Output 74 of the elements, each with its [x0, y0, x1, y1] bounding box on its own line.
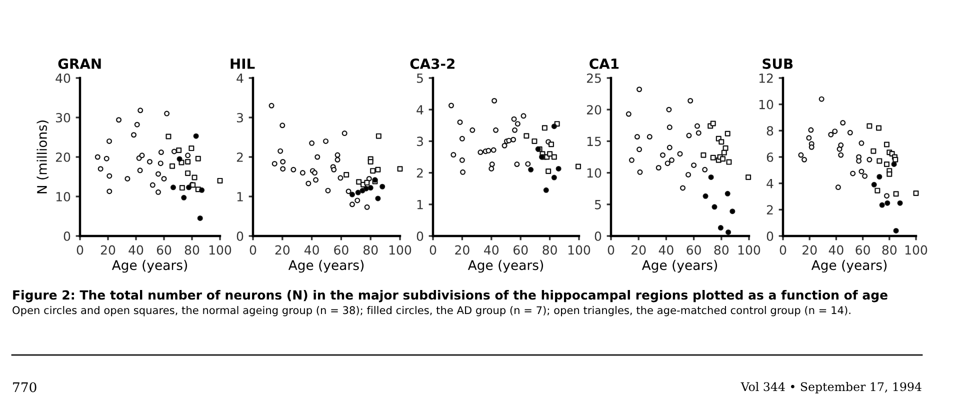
y-tick-label: 4: [416, 105, 424, 114]
text: Open circles and open squares, the normal ageing group (n = 38); filled circles, the AD group (n = 7); open triangles, the age-matched control group (n = 14).: [12, 306, 850, 316]
x-tick-label: 60: [686, 245, 701, 255]
y-tick-label: 10: [56, 192, 70, 202]
y-tick-label: 3: [416, 136, 423, 146]
x-tick-label: 80: [882, 245, 897, 255]
y-tick-label: 12: [759, 73, 773, 83]
x-axis-title: Age (years): [288, 260, 364, 273]
y-axis-title: N (millions): [36, 120, 49, 194]
x-tick-label: 20: [275, 245, 290, 255]
x-tick-label: 0: [608, 245, 614, 255]
chart-title: HIL: [230, 58, 255, 69]
x-tick-label: 100: [389, 245, 412, 255]
x-tick-label: 0: [780, 245, 786, 255]
x-tick-label: 20: [100, 245, 116, 255]
y-tick-label: 5: [594, 200, 601, 210]
x-tick-label: 60: [856, 245, 870, 255]
x-tick-label: 0: [76, 245, 84, 255]
y-tick-label: 0: [766, 231, 774, 241]
y-tick-label: 0: [416, 231, 424, 241]
y-tick-label: 2: [416, 168, 423, 178]
x-tick-label: 40: [484, 245, 499, 255]
x-tick-label: 40: [658, 245, 674, 255]
y-tick-label: 10: [587, 168, 602, 178]
y-tick-label: 6: [766, 152, 774, 162]
y-tick-label: 0: [236, 231, 244, 241]
y-tick-label: 40: [56, 73, 70, 83]
y-tick-label: 2: [766, 205, 773, 214]
x-tick-label: 60: [514, 245, 528, 255]
y-tick-label: 0: [594, 231, 602, 241]
text: Vol 344 • September 17, 1994: [740, 382, 922, 394]
y-tick-label: 15: [587, 136, 601, 146]
y-tick-label: 10: [759, 100, 774, 110]
x-tick-label: 40: [304, 245, 319, 255]
x-axis-title: Age (years): [112, 260, 188, 273]
caption: Figure 2: The total number of neurons (N) in the major subdivisions of the hippocampal regions plotted as a function of age: [13, 290, 888, 302]
x-tick-label: 80: [184, 245, 200, 255]
y-tick-label: 2: [236, 152, 243, 162]
y-tick-label: 20: [586, 105, 602, 115]
y-tick-label: 1: [417, 200, 423, 210]
x-tick-label: 40: [128, 245, 144, 255]
x-tick-label: 0: [250, 245, 256, 255]
x-tick-label: 20: [632, 245, 646, 255]
x-axis-title: Age (years): [468, 260, 544, 273]
x-tick-label: 0: [430, 245, 436, 255]
x-tick-label: 20: [802, 245, 817, 255]
x-tick-label: 60: [334, 245, 348, 255]
chart-title: GRAN: [58, 58, 101, 69]
y-tick-label: 25: [586, 73, 601, 83]
x-tick-label: 20: [455, 245, 470, 255]
y-tick-label: 3: [236, 112, 243, 122]
y-tick-label: 30: [56, 112, 70, 122]
x-tick-label: 100: [568, 245, 590, 255]
x-tick-label: 80: [542, 245, 557, 255]
chart-title: CA3-2: [410, 58, 454, 69]
y-tick-label: 4: [766, 178, 774, 188]
x-tick-label: 100: [905, 245, 928, 255]
x-tick-label: 60: [156, 245, 172, 255]
y-tick-label: 5: [416, 74, 423, 83]
x-axis-title: Age (years): [811, 260, 887, 273]
y-tick-label: 8: [766, 126, 774, 136]
chart-title: CA1: [590, 58, 619, 69]
x-tick-label: 100: [209, 245, 232, 255]
x-tick-label: 80: [363, 245, 378, 255]
chart-title: SUB: [762, 58, 793, 69]
y-tick-label: 1: [237, 192, 243, 202]
x-tick-label: 80: [714, 245, 729, 255]
y-tick-label: 4: [236, 74, 244, 83]
x-axis-title: Age (years): [642, 260, 718, 273]
x-tick-label: 100: [738, 245, 760, 255]
y-tick-label: 20: [56, 152, 70, 162]
x-tick-label: 40: [828, 245, 844, 255]
text: 770: [13, 382, 36, 392]
y-tick-label: 0: [64, 231, 70, 241]
